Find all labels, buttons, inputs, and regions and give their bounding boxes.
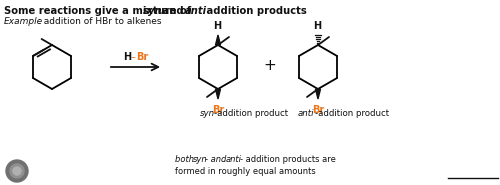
Text: anti: anti [298, 109, 314, 118]
Text: Example: Example [4, 17, 43, 26]
Text: : addition of HBr to alkenes: : addition of HBr to alkenes [38, 17, 162, 26]
Circle shape [13, 167, 21, 175]
Text: anti: anti [226, 155, 242, 164]
Text: - and: - and [205, 155, 229, 164]
Polygon shape [216, 89, 220, 99]
Text: -addition product: -addition product [214, 109, 288, 118]
Text: -addition product: -addition product [315, 109, 389, 118]
Polygon shape [216, 35, 220, 45]
Text: both: both [175, 155, 197, 164]
Text: Br: Br [212, 105, 224, 115]
Text: anti: anti [185, 6, 207, 16]
Text: H: H [213, 21, 221, 31]
Text: addition products: addition products [203, 6, 307, 16]
Text: Some reactions give a mixture of: Some reactions give a mixture of [4, 6, 195, 16]
Text: H: H [124, 52, 132, 62]
Text: H: H [313, 21, 321, 31]
Text: formed in roughly equal amounts: formed in roughly equal amounts [175, 167, 316, 176]
Text: and: and [159, 6, 187, 16]
Text: syn: syn [193, 155, 208, 164]
Text: Br: Br [312, 105, 324, 115]
Text: - addition products are: - addition products are [240, 155, 336, 164]
Text: Br: Br [136, 52, 149, 62]
Text: –: – [130, 52, 136, 62]
Circle shape [10, 164, 24, 178]
Text: syn: syn [200, 109, 215, 118]
Text: +: + [264, 58, 276, 73]
Polygon shape [316, 89, 320, 99]
Circle shape [6, 160, 28, 182]
Text: syn: syn [143, 6, 163, 16]
